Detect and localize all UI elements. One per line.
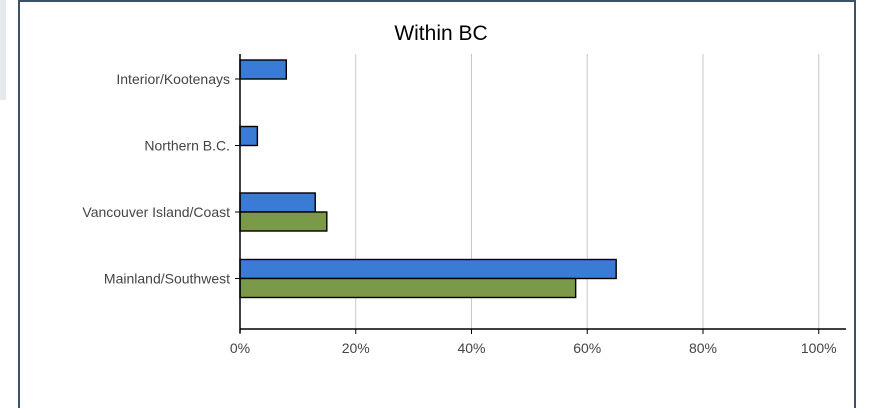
left-edge-strip [0, 0, 6, 100]
category-label: Mainland/Southwest [104, 271, 230, 287]
x-tick-label: 40% [457, 340, 485, 356]
bar [239, 192, 316, 213]
x-tick-label: 100% [801, 340, 837, 356]
category-label: Vancouver Island/Coast [82, 204, 230, 220]
category-label: Interior/Kootenays [116, 71, 230, 87]
bar [239, 211, 328, 232]
bar [239, 59, 287, 80]
x-tick-label: 20% [342, 340, 370, 356]
x-tick-label: 60% [573, 340, 601, 356]
chart-panel: Within BC Interior/Kootenays Northern B.C… [18, 0, 856, 408]
bar [239, 277, 577, 299]
bar-chart: Within BC Interior/Kootenays Northern B.C… [82, 22, 846, 356]
x-tick-label: 80% [689, 340, 717, 356]
bar [239, 258, 617, 280]
chart-title: Within BC [394, 22, 487, 45]
bar [239, 125, 259, 147]
x-tick-label: 0% [230, 340, 250, 356]
category-label: Northern B.C. [144, 138, 230, 154]
